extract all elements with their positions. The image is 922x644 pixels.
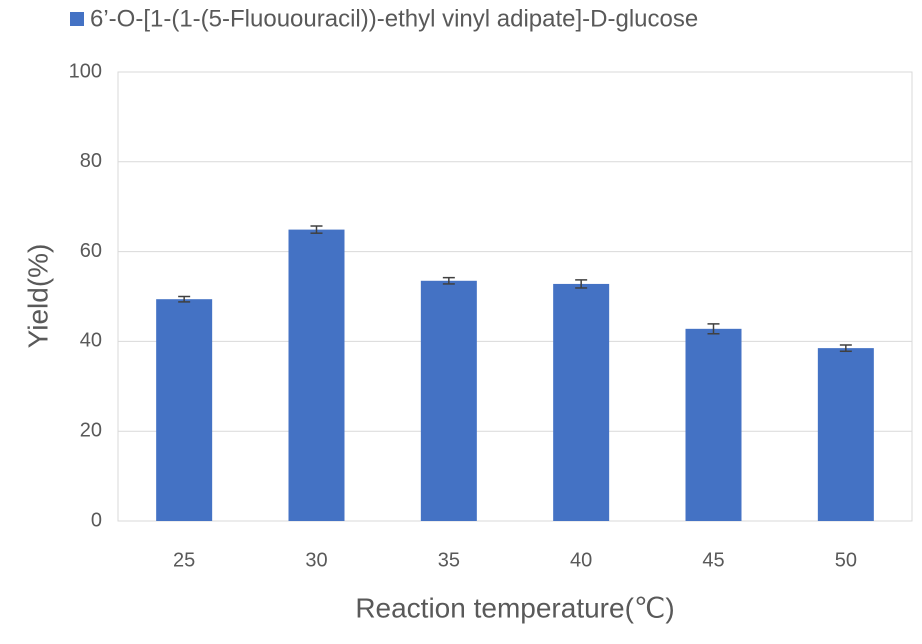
- error-bar: [839, 344, 852, 353]
- x-axis-label: Reaction temperature(℃): [355, 592, 674, 623]
- plot-frame: [117, 71, 913, 522]
- bar: [288, 229, 345, 521]
- x-tick-label: 25: [173, 549, 195, 571]
- x-tick-label: 30: [305, 549, 327, 571]
- error-bar: [575, 279, 588, 289]
- x-tick-label: 50: [835, 549, 857, 571]
- bar: [817, 348, 874, 521]
- error-bar: [442, 276, 455, 285]
- y-tick-label: 40: [80, 330, 102, 352]
- y-axis-label: Yield(%): [22, 244, 53, 349]
- x-tick-label: 40: [570, 549, 592, 571]
- y-tick-label: 20: [80, 419, 102, 441]
- bar: [553, 283, 610, 521]
- error-bar: [178, 295, 191, 303]
- x-tick-label: 45: [702, 549, 724, 571]
- x-tick-label: 35: [438, 549, 460, 571]
- legend-label: 6’-O-[1-(1-(5-Fluououracil))-ethyl vinyl…: [90, 5, 698, 32]
- y-tick-label: 100: [69, 60, 102, 82]
- y-tick-label: 80: [80, 150, 102, 172]
- bar: [685, 328, 742, 521]
- error-bar: [707, 323, 720, 335]
- y-tick-label: 0: [91, 509, 102, 531]
- y-tick-label: 60: [80, 240, 102, 262]
- legend-swatch: [70, 12, 84, 26]
- bar: [420, 280, 477, 521]
- error-bar: [310, 225, 323, 234]
- bar: [156, 299, 213, 521]
